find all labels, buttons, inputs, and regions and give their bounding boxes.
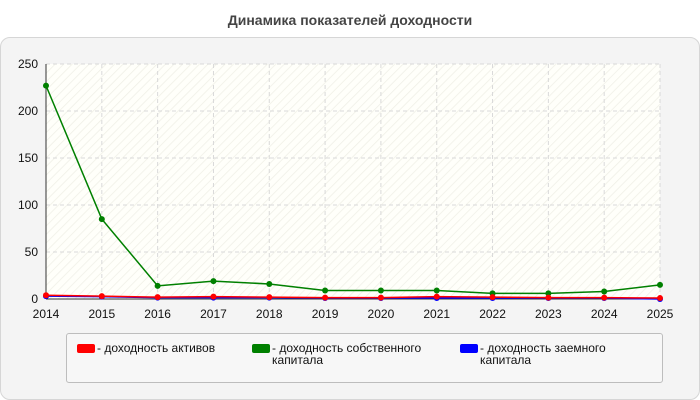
data-point [210, 293, 217, 300]
data-point [433, 293, 440, 300]
data-point [433, 287, 440, 294]
x-tick-label: 2025 [647, 307, 674, 321]
data-point [43, 292, 49, 299]
tick-labels: 0 50 100 150 200 250 2014 2015 2016 2017 2018 2019 2… [18, 57, 674, 321]
x-tick-label: 2016 [144, 307, 171, 321]
series-0 [43, 292, 663, 302]
x-tick-label: 2021 [423, 307, 450, 321]
data-point [266, 294, 273, 301]
legend-label-debt: - доходность заемного капитала [480, 341, 606, 367]
data-point [377, 287, 384, 294]
legend-item-assets[interactable]: - доходность активов [77, 342, 215, 354]
data-point [489, 294, 496, 301]
x-tick-label: 2023 [535, 307, 562, 321]
x-tick-label: 2014 [33, 307, 60, 321]
data-point [266, 280, 273, 287]
legend-item-debt[interactable]: - доходность заемного капитала [460, 342, 606, 366]
legend-swatch-debt [460, 344, 478, 353]
legend-item-equity[interactable]: - доходность собственного капитала [252, 342, 421, 366]
data-point [545, 290, 552, 297]
x-tick-label: 2017 [200, 307, 227, 321]
x-tick-label: 2020 [368, 307, 395, 321]
series-1 [43, 82, 663, 297]
data-point [43, 82, 49, 89]
y-tick-label: 150 [18, 151, 38, 165]
x-tick-label: 2022 [479, 307, 506, 321]
data-point [98, 293, 105, 300]
series-line [45, 85, 661, 295]
data-point [657, 281, 663, 288]
y-tick-label: 200 [18, 104, 38, 118]
data-point [377, 294, 384, 301]
y-tick-label: 0 [31, 292, 38, 306]
y-tick-label: 50 [25, 245, 39, 259]
data-point [154, 294, 161, 301]
legend: - доходность активов - доходность собств… [66, 333, 663, 383]
x-tick-label: 2024 [591, 307, 618, 321]
y-tick-label: 250 [18, 57, 38, 71]
data-point [322, 294, 329, 301]
series-line [45, 294, 661, 299]
x-tick-label: 2015 [88, 307, 115, 321]
data-point [657, 295, 663, 302]
data-point [601, 294, 608, 301]
data-point [210, 278, 217, 285]
x-tick-label: 2019 [312, 307, 339, 321]
y-tick-label: 100 [18, 198, 38, 212]
grid [46, 63, 661, 299]
data-point [154, 282, 161, 289]
data-point [601, 288, 608, 295]
plot-area [46, 64, 660, 299]
data-point [322, 287, 329, 294]
series [43, 82, 663, 302]
axes [45, 64, 660, 300]
legend-label-assets: - доходность активов [97, 341, 216, 355]
data-point [98, 216, 105, 223]
chart-title: Динамика показателей доходности [227, 12, 473, 28]
legend-swatch-assets [77, 344, 95, 353]
legend-swatch-equity [252, 344, 270, 353]
legend-label-equity: - доходность собственного капитала [272, 341, 422, 367]
data-point [545, 294, 552, 301]
x-tick-label: 2018 [256, 307, 283, 321]
